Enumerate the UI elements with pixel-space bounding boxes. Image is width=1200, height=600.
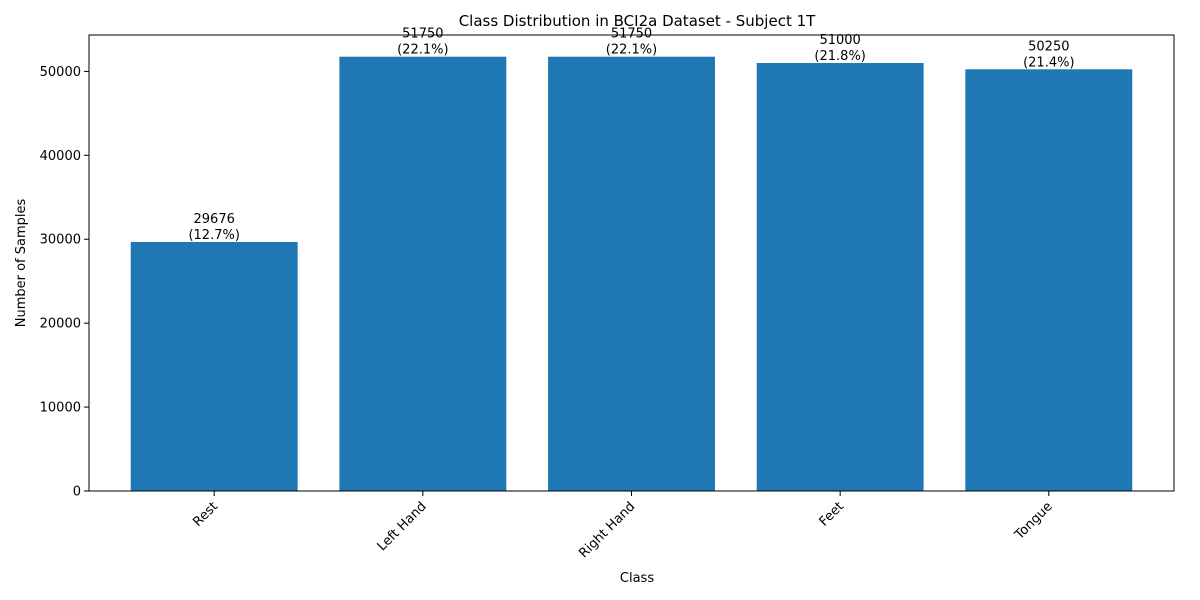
bar-1 bbox=[339, 56, 507, 491]
bar-2 bbox=[548, 56, 715, 491]
y-tick-label-5: 50000 bbox=[40, 65, 81, 80]
bars-group bbox=[130, 56, 1133, 492]
data-labels-group: 29676(12.7%)51750(22.1%)51750(22.1%)5100… bbox=[188, 27, 1074, 243]
y-tick-label-3: 30000 bbox=[40, 233, 81, 248]
x-tick-label-0: Rest bbox=[190, 499, 221, 530]
bar-value-label-2: 51750 bbox=[611, 27, 652, 42]
y-tick-label-0: 0 bbox=[73, 485, 81, 500]
x-tick-label-3: Feet bbox=[817, 499, 847, 529]
y-axis-label: Number of Samples bbox=[14, 199, 29, 328]
y-tick-label-4: 40000 bbox=[40, 149, 81, 164]
bar-value-label-0: 29676 bbox=[194, 212, 235, 227]
bar-value-label-4: 50250 bbox=[1028, 39, 1069, 54]
y-axis: 0 10000 20000 30000 40000 50000 bbox=[40, 65, 89, 500]
bar-percent-label-1: (22.1%) bbox=[397, 43, 448, 58]
chart-title: Class Distribution in BCI2a Dataset - Su… bbox=[459, 12, 816, 30]
bar-0 bbox=[130, 241, 298, 491]
bar-percent-label-0: (12.7%) bbox=[188, 228, 239, 243]
bar-percent-label-2: (22.1%) bbox=[606, 43, 657, 58]
x-tick-label-2: Right Hand bbox=[576, 499, 638, 561]
bar-value-label-3: 51000 bbox=[819, 33, 860, 48]
bar-percent-label-3: (21.8%) bbox=[814, 49, 865, 64]
y-tick-label-1: 10000 bbox=[40, 401, 81, 416]
bar-percent-label-4: (21.4%) bbox=[1023, 55, 1074, 70]
bar-3 bbox=[756, 63, 924, 492]
x-axis-label: Class bbox=[620, 571, 654, 586]
bar-4 bbox=[965, 69, 1133, 491]
x-tick-label-4: Tongue bbox=[1011, 499, 1055, 543]
x-tick-label-1: Left Hand bbox=[375, 499, 430, 554]
x-axis: Rest Left Hand Right Hand Feet Tongue bbox=[190, 491, 1056, 561]
bar-value-label-1: 51750 bbox=[402, 27, 443, 42]
y-tick-label-2: 20000 bbox=[40, 317, 81, 332]
